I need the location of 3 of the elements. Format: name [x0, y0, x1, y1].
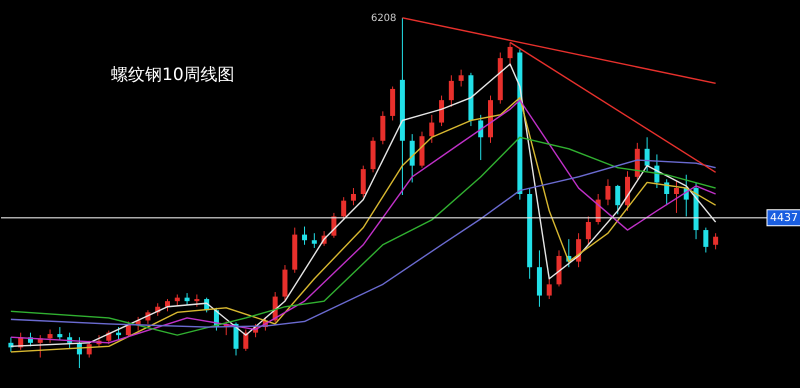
annotation: 6208 — [370, 12, 396, 24]
text: 螺纹钢10周线图 — [111, 65, 235, 85]
text: 4437 — [770, 210, 798, 224]
